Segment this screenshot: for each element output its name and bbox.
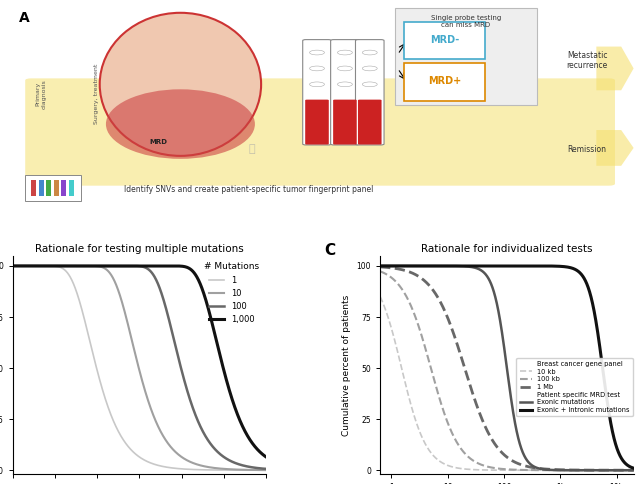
FancyArrow shape — [596, 46, 634, 91]
FancyArrow shape — [596, 130, 634, 166]
FancyBboxPatch shape — [404, 22, 484, 60]
Ellipse shape — [106, 89, 255, 159]
Text: Identify SNVs and create patient-specific tumor fingerprint panel: Identify SNVs and create patient-specifi… — [124, 185, 373, 194]
Bar — [31, 180, 36, 196]
FancyBboxPatch shape — [25, 175, 81, 200]
Bar — [68, 180, 74, 196]
FancyBboxPatch shape — [355, 40, 384, 145]
FancyBboxPatch shape — [25, 78, 615, 186]
FancyBboxPatch shape — [303, 40, 332, 145]
FancyBboxPatch shape — [358, 100, 381, 145]
Title: Rationale for testing multiple mutations: Rationale for testing multiple mutations — [35, 243, 244, 254]
Text: Surgery, treatment: Surgery, treatment — [94, 64, 99, 124]
Bar — [61, 180, 66, 196]
Bar — [39, 180, 44, 196]
Text: 🧍: 🧍 — [248, 144, 255, 154]
FancyBboxPatch shape — [331, 40, 359, 145]
Ellipse shape — [100, 13, 261, 156]
Text: Single probe testing
can miss MRD: Single probe testing can miss MRD — [431, 15, 501, 28]
Text: C: C — [324, 242, 335, 257]
Legend: Breast cancer gene panel, 10 kb, 100 kb, 1 Mb, Patient specific MRD test, Exonic: Breast cancer gene panel, 10 kb, 100 kb,… — [516, 358, 633, 416]
Text: MRD+: MRD+ — [428, 76, 461, 86]
FancyBboxPatch shape — [404, 63, 484, 101]
Text: Primary
diagnosis: Primary diagnosis — [35, 79, 46, 109]
Y-axis label: Cumulative percent of patients: Cumulative percent of patients — [342, 294, 351, 436]
Title: Rationale for individualized tests: Rationale for individualized tests — [421, 243, 593, 254]
Text: MRD-: MRD- — [429, 35, 459, 45]
FancyBboxPatch shape — [333, 100, 356, 145]
FancyBboxPatch shape — [395, 8, 538, 105]
Legend: 1, 10, 100, 1,000: 1, 10, 100, 1,000 — [202, 260, 262, 327]
Text: A: A — [19, 11, 29, 25]
Bar — [54, 180, 59, 196]
Text: Metastatic
recurrence: Metastatic recurrence — [566, 51, 607, 70]
Bar — [46, 180, 51, 196]
Text: MRD: MRD — [150, 139, 168, 145]
Text: Remission: Remission — [568, 145, 607, 154]
FancyBboxPatch shape — [305, 100, 329, 145]
